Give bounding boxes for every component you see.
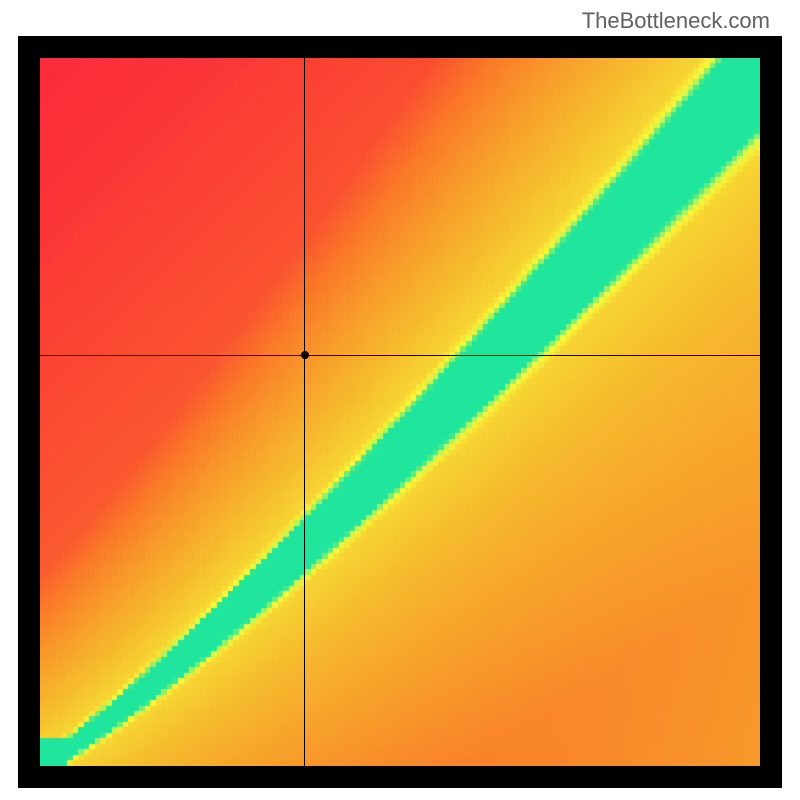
crosshair-horizontal [18, 355, 782, 356]
crosshair-vertical [304, 36, 305, 788]
heatmap-frame [18, 36, 782, 788]
watermark-text: TheBottleneck.com [582, 8, 770, 34]
bottleneck-heatmap [40, 58, 760, 766]
